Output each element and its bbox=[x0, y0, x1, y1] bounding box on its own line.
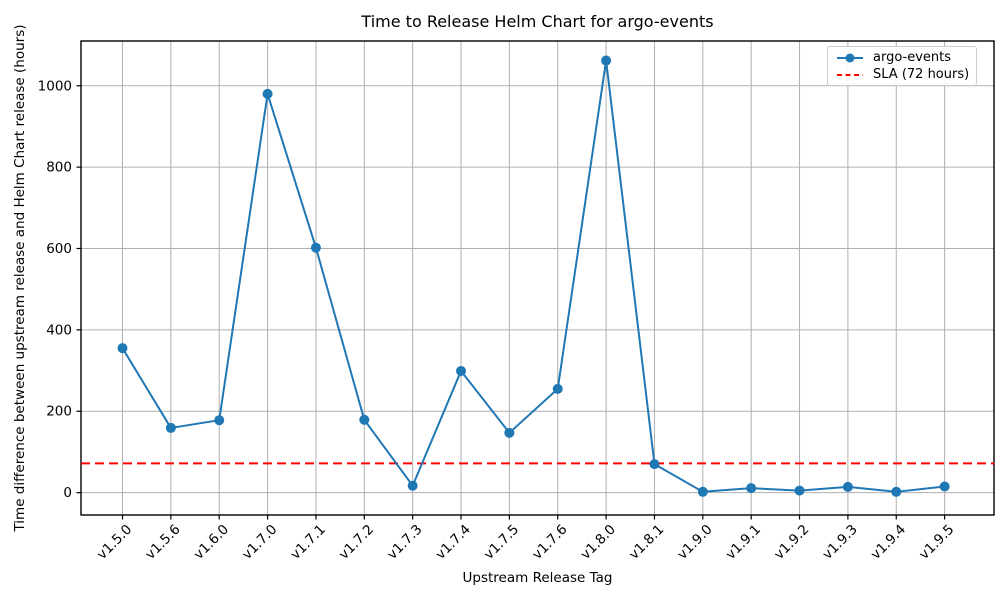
data-point bbox=[552, 383, 563, 394]
legend-label-sla: SLA (72 hours) bbox=[873, 67, 970, 82]
x-tick-label: v1.9.5 bbox=[916, 522, 957, 563]
x-tick-label: v1.9.0 bbox=[674, 522, 715, 563]
line-marker-swatch bbox=[837, 53, 863, 62]
data-point bbox=[407, 480, 418, 491]
legend-entry-series: argo-events bbox=[835, 50, 969, 65]
x-tick-label: v1.7.6 bbox=[529, 522, 570, 563]
data-point bbox=[746, 483, 757, 494]
x-tick-label: v1.7.2 bbox=[336, 522, 377, 563]
chart-title: Time to Release Helm Chart for argo-even… bbox=[361, 12, 714, 31]
x-tick-label: v1.8.0 bbox=[578, 522, 619, 563]
data-point bbox=[117, 343, 128, 354]
axes-border bbox=[80, 40, 995, 516]
x-tick-label: v1.9.3 bbox=[819, 522, 860, 563]
x-tick-label: v1.5.0 bbox=[94, 522, 135, 563]
data-point bbox=[649, 459, 660, 470]
data-point bbox=[697, 486, 708, 497]
y-tick-label: 800 bbox=[46, 160, 72, 176]
data-point bbox=[456, 365, 467, 376]
data-point bbox=[842, 481, 853, 492]
x-tick-label: v1.9.1 bbox=[723, 522, 764, 563]
y-tick-label: 1000 bbox=[38, 78, 72, 94]
legend-label-series: argo-events bbox=[873, 50, 952, 65]
x-tick-label: v1.7.3 bbox=[384, 522, 425, 563]
x-tick-label: v1.9.4 bbox=[868, 522, 909, 563]
data-point bbox=[939, 481, 950, 492]
data-point bbox=[214, 415, 225, 426]
series-line bbox=[121, 59, 945, 493]
y-tick-label: 200 bbox=[46, 404, 72, 420]
y-tick-label: 0 bbox=[63, 485, 72, 501]
x-tick-label: v1.8.1 bbox=[626, 522, 667, 563]
x-tick-label: v1.7.1 bbox=[288, 522, 329, 563]
legend-entry-sla: SLA (72 hours) bbox=[835, 67, 969, 82]
x-tick-label: v1.6.0 bbox=[191, 522, 232, 563]
data-point bbox=[891, 486, 902, 497]
legend: argo-events SLA (72 hours) bbox=[827, 46, 977, 86]
x-tick-label: v1.7.5 bbox=[481, 522, 522, 563]
y-tick-label: 600 bbox=[46, 241, 72, 257]
x-tick-label: v1.5.6 bbox=[142, 522, 183, 563]
x-tick-label: v1.7.0 bbox=[239, 522, 280, 563]
data-point bbox=[504, 427, 515, 438]
x-axis-label: Upstream Release Tag bbox=[462, 570, 613, 586]
x-tick-label: v1.9.2 bbox=[771, 522, 812, 563]
data-point bbox=[310, 242, 321, 253]
data-point bbox=[794, 485, 805, 496]
data-point bbox=[165, 422, 176, 433]
data-point bbox=[359, 414, 370, 425]
data-point bbox=[601, 55, 612, 66]
y-tick-label: 400 bbox=[46, 322, 72, 338]
data-point bbox=[262, 88, 273, 99]
dashed-line-swatch bbox=[837, 73, 863, 76]
y-axis-label: Time difference between upstream release… bbox=[12, 24, 28, 532]
x-tick-label: v1.7.4 bbox=[433, 522, 474, 563]
